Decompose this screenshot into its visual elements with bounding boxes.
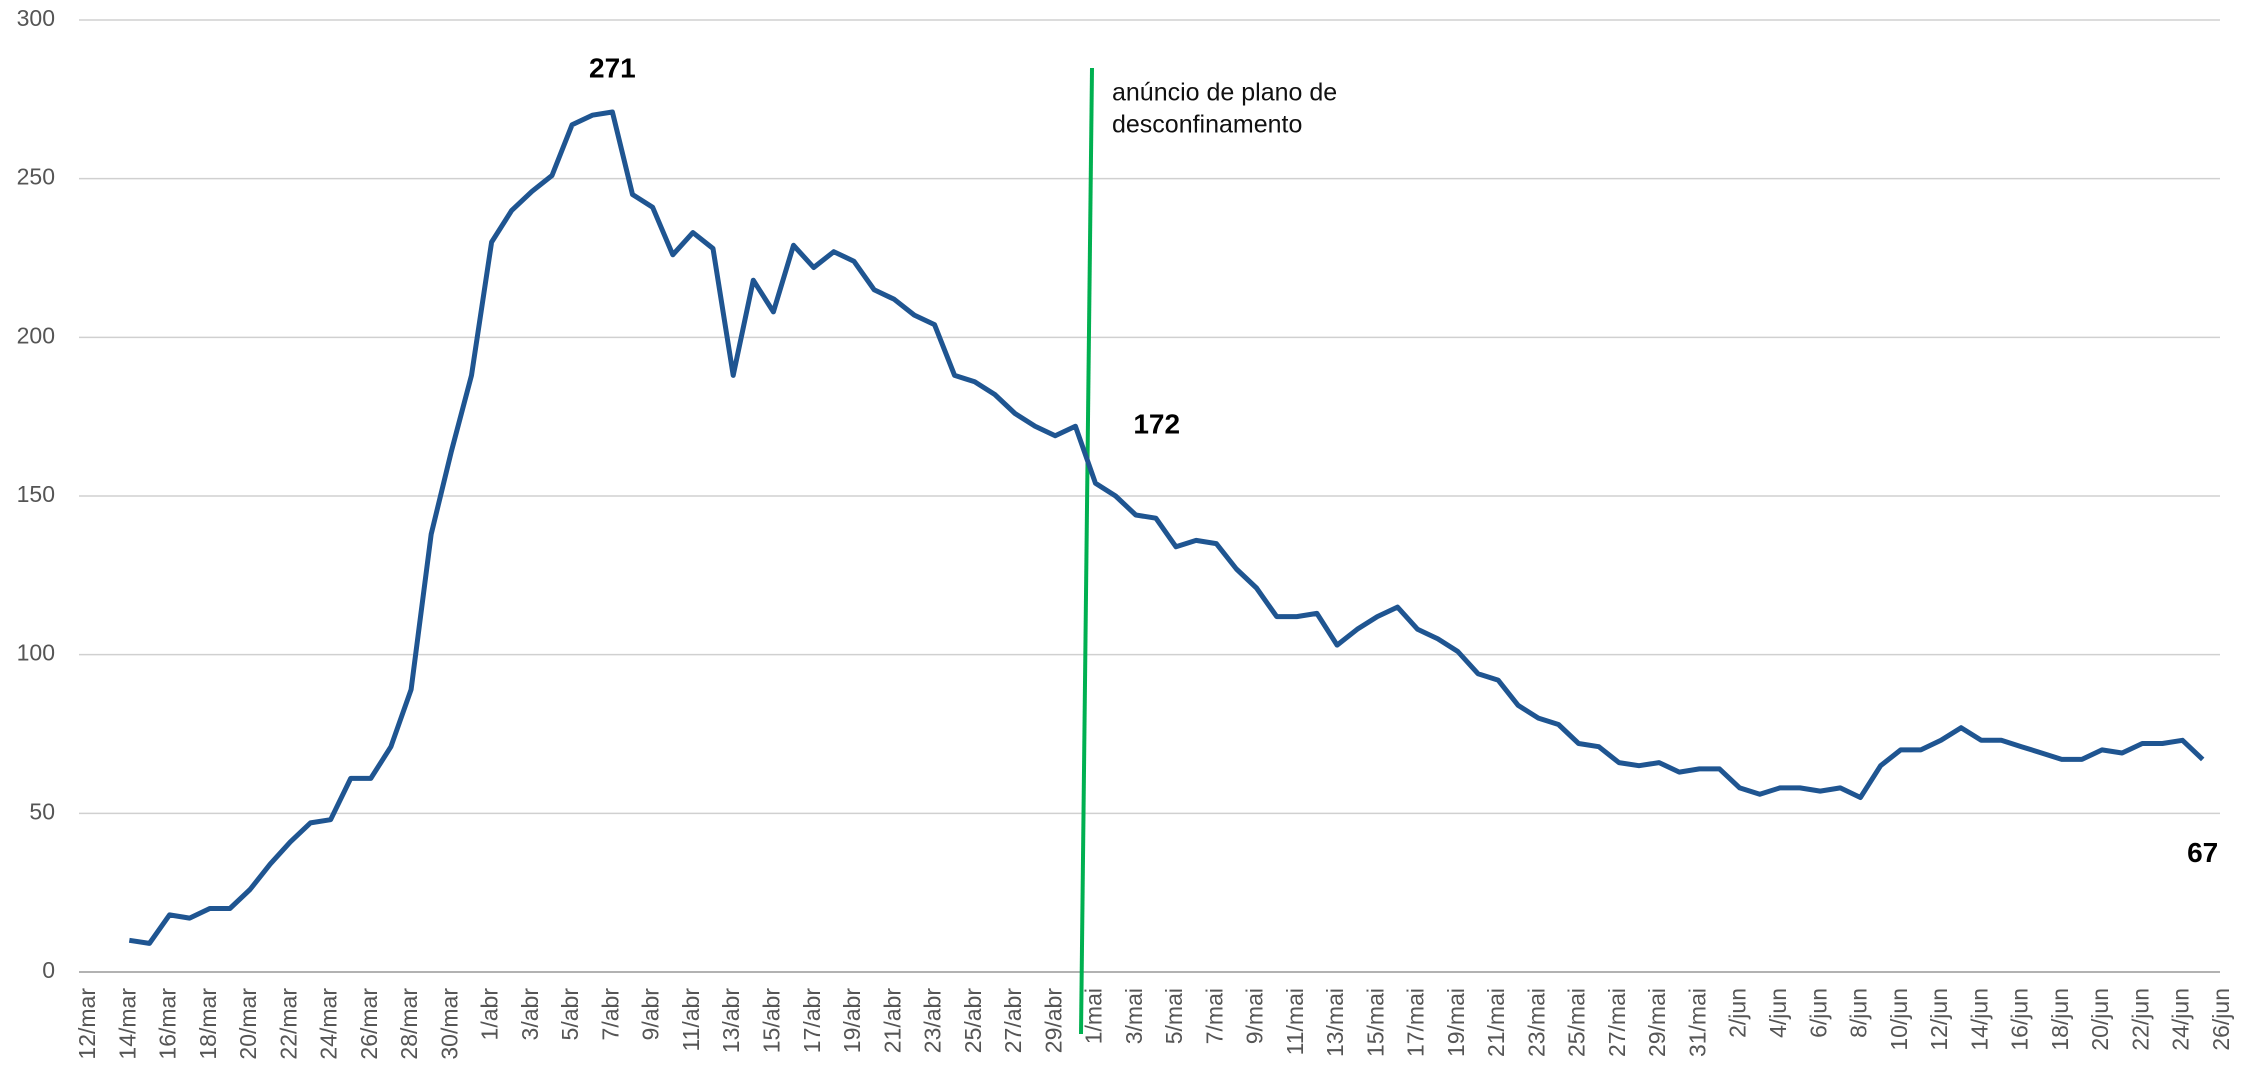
x-tick-label: 27/abr xyxy=(1000,988,1026,1054)
x-tick-label: 13/mai xyxy=(1322,988,1348,1057)
y-tick-label: 150 xyxy=(17,481,55,507)
x-tick-label: 24/mar xyxy=(316,988,342,1060)
x-tick-label: 1/mai xyxy=(1081,988,1107,1044)
x-tick-label: 10/jun xyxy=(1886,988,1912,1051)
x-tick-label: 17/abr xyxy=(799,988,825,1054)
y-tick-label: 50 xyxy=(29,798,55,824)
x-tick-label: 12/jun xyxy=(1926,988,1952,1051)
x-tick-label: 30/mar xyxy=(436,988,462,1060)
x-tick-label: 9/abr xyxy=(638,988,664,1041)
x-tick-label: 9/mai xyxy=(1242,988,1268,1044)
data-label: 271 xyxy=(589,52,636,83)
x-tick-label: 12/mar xyxy=(74,988,100,1060)
x-tick-label: 11/mai xyxy=(1282,988,1308,1055)
x-tick-label: 1/abr xyxy=(477,988,503,1041)
x-tick-label: 15/mai xyxy=(1362,988,1388,1057)
x-tick-label: 16/jun xyxy=(2007,988,2033,1051)
x-tick-label: 7/mai xyxy=(1201,988,1227,1044)
x-tick-label: 14/mar xyxy=(114,988,140,1060)
x-tick-label: 2/jun xyxy=(1725,988,1751,1038)
x-tick-label: 29/abr xyxy=(1040,988,1066,1054)
x-tick-label: 17/mai xyxy=(1403,988,1429,1057)
x-tick-label: 19/abr xyxy=(839,988,865,1054)
x-tick-label: 25/mai xyxy=(1564,988,1590,1057)
data-label: 172 xyxy=(1133,409,1180,440)
y-tick-label: 300 xyxy=(17,5,55,31)
x-tick-label: 20/mar xyxy=(235,988,261,1060)
x-tick-label: 22/mar xyxy=(275,988,301,1060)
x-tick-label: 18/mar xyxy=(195,988,221,1060)
x-tick-label: 22/jun xyxy=(2127,988,2153,1051)
x-tick-label: 29/mai xyxy=(1644,988,1670,1057)
x-tick-label: 5/mai xyxy=(1161,988,1187,1044)
x-tick-label: 24/jun xyxy=(2168,988,2194,1051)
x-tick-label: 8/jun xyxy=(1846,988,1872,1038)
y-tick-label: 0 xyxy=(42,957,55,983)
x-tick-label: 11/abr xyxy=(678,988,704,1052)
x-tick-label: 7/abr xyxy=(597,988,623,1041)
x-tick-label: 3/mai xyxy=(1121,988,1147,1044)
x-tick-label: 26/mar xyxy=(356,988,382,1060)
x-tick-label: 3/abr xyxy=(517,988,543,1041)
annotation-line xyxy=(1079,67,1094,1035)
x-tick-label: 21/mai xyxy=(1483,988,1509,1057)
x-tick-label: 14/jun xyxy=(1966,988,1992,1051)
x-tick-label: 31/mai xyxy=(1684,988,1710,1057)
x-tick-label: 19/mai xyxy=(1443,988,1469,1057)
annotation-text: desconfinamento xyxy=(1112,111,1302,139)
y-tick-label: 250 xyxy=(17,164,55,190)
data-label: 67 xyxy=(2187,837,2218,868)
x-tick-label: 16/mar xyxy=(155,988,181,1060)
y-tick-label: 200 xyxy=(17,322,55,348)
x-tick-label: 6/jun xyxy=(1805,988,1831,1038)
x-tick-label: 23/abr xyxy=(920,988,946,1054)
x-tick-label: 28/mar xyxy=(396,988,422,1060)
y-tick-label: 100 xyxy=(17,640,55,666)
x-tick-label: 5/abr xyxy=(557,988,583,1041)
x-tick-label: 15/abr xyxy=(758,988,784,1054)
line xyxy=(128,109,2205,946)
x-tick-label: 20/jun xyxy=(2087,988,2113,1051)
x-tick-label: 21/abr xyxy=(879,988,905,1054)
annotation-text: anúncio de plano de xyxy=(1112,79,1337,107)
x-tick-label: 27/mai xyxy=(1604,988,1630,1057)
x-tick-label: 25/abr xyxy=(960,988,986,1054)
x-tick-label: 23/mai xyxy=(1523,988,1549,1057)
x-tick-label: 18/jun xyxy=(2047,988,2073,1051)
x-tick-label: 4/jun xyxy=(1765,988,1791,1038)
x-tick-label: 26/jun xyxy=(2208,988,2234,1051)
x-tick-label: 13/abr xyxy=(718,988,744,1054)
